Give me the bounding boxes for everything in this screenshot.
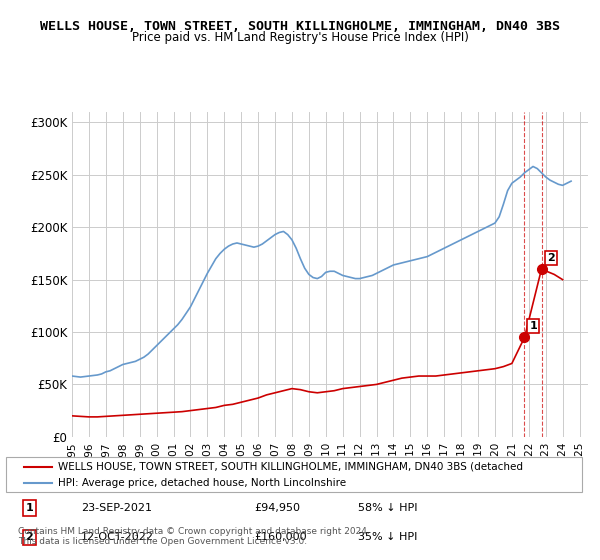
FancyBboxPatch shape <box>6 457 582 492</box>
Text: 2: 2 <box>547 253 555 263</box>
Text: 23-SEP-2021: 23-SEP-2021 <box>81 503 152 513</box>
Text: WELLS HOUSE, TOWN STREET, SOUTH KILLINGHOLME, IMMINGHAM, DN40 3BS (detached: WELLS HOUSE, TOWN STREET, SOUTH KILLINGH… <box>58 461 523 472</box>
Text: 1: 1 <box>529 321 537 331</box>
Text: 35% ↓ HPI: 35% ↓ HPI <box>358 533 417 542</box>
Text: Price paid vs. HM Land Registry's House Price Index (HPI): Price paid vs. HM Land Registry's House … <box>131 31 469 44</box>
Text: £160,000: £160,000 <box>254 533 307 542</box>
Text: 12-OCT-2022: 12-OCT-2022 <box>81 533 154 542</box>
Text: 58% ↓ HPI: 58% ↓ HPI <box>358 503 417 513</box>
Text: Contains HM Land Registry data © Crown copyright and database right 2024.
This d: Contains HM Land Registry data © Crown c… <box>18 526 370 546</box>
Text: WELLS HOUSE, TOWN STREET, SOUTH KILLINGHOLME, IMMINGHAM, DN40 3BS: WELLS HOUSE, TOWN STREET, SOUTH KILLINGH… <box>40 20 560 32</box>
Text: 2: 2 <box>25 533 33 542</box>
Text: HPI: Average price, detached house, North Lincolnshire: HPI: Average price, detached house, Nort… <box>58 478 346 488</box>
Text: £94,950: £94,950 <box>254 503 300 513</box>
Text: 1: 1 <box>25 503 33 513</box>
